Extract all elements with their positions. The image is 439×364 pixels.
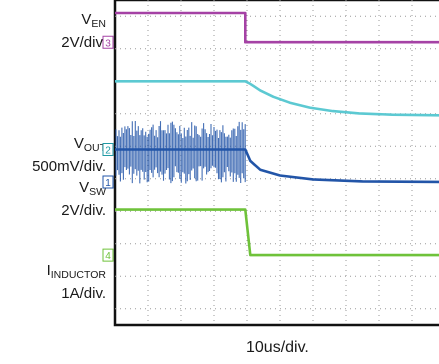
channel-markers: 3 1 4 2 bbox=[102, 35, 114, 262]
marker-iind-box bbox=[102, 248, 114, 262]
vout-name: VOUT bbox=[73, 135, 106, 155]
label-vout: VOUT 500mV/div. bbox=[32, 136, 106, 175]
iind-name: IINDUCTOR bbox=[46, 262, 106, 282]
marker-ven: 3 bbox=[102, 35, 114, 49]
trace-vout bbox=[115, 80, 439, 117]
trace-iind bbox=[115, 208, 439, 257]
marker-vsw: 1 bbox=[102, 175, 114, 189]
grid bbox=[115, 0, 439, 325]
vsw-scale: 2V/div. bbox=[61, 202, 106, 219]
vsw-name: VSW bbox=[79, 179, 106, 199]
iind-scale: 1A/div. bbox=[61, 285, 106, 302]
label-iind: IINDUCTOR 1A/div. bbox=[47, 263, 106, 302]
marker-vsw-text: 1 bbox=[105, 178, 111, 189]
marker-iind-text: 4 bbox=[105, 251, 111, 262]
trace-ven bbox=[115, 11, 439, 44]
plot-frame bbox=[113, 0, 439, 327]
ven-scale: 2V/div. bbox=[61, 34, 106, 51]
traces bbox=[115, 11, 439, 257]
x-axis-label: 10us/div. bbox=[246, 339, 309, 356]
ven-name: VEN bbox=[81, 11, 106, 31]
marker-ven-text: 3 bbox=[105, 38, 111, 49]
marker-iind: 4 bbox=[102, 248, 114, 262]
marker-vout-text: 2 bbox=[105, 146, 111, 157]
vout-scale: 500mV/div. bbox=[32, 158, 106, 175]
marker-vout: 2 bbox=[102, 143, 114, 157]
label-vsw: VSW 2V/div. bbox=[61, 180, 106, 219]
trace-vsw bbox=[115, 148, 439, 184]
marker-ven-box bbox=[102, 35, 114, 49]
vsw-switching-burst bbox=[115, 121, 246, 184]
label-ven: VEN 2V/div. bbox=[61, 12, 106, 51]
marker-vsw-box bbox=[102, 175, 114, 189]
marker-vout-box bbox=[102, 143, 114, 156]
